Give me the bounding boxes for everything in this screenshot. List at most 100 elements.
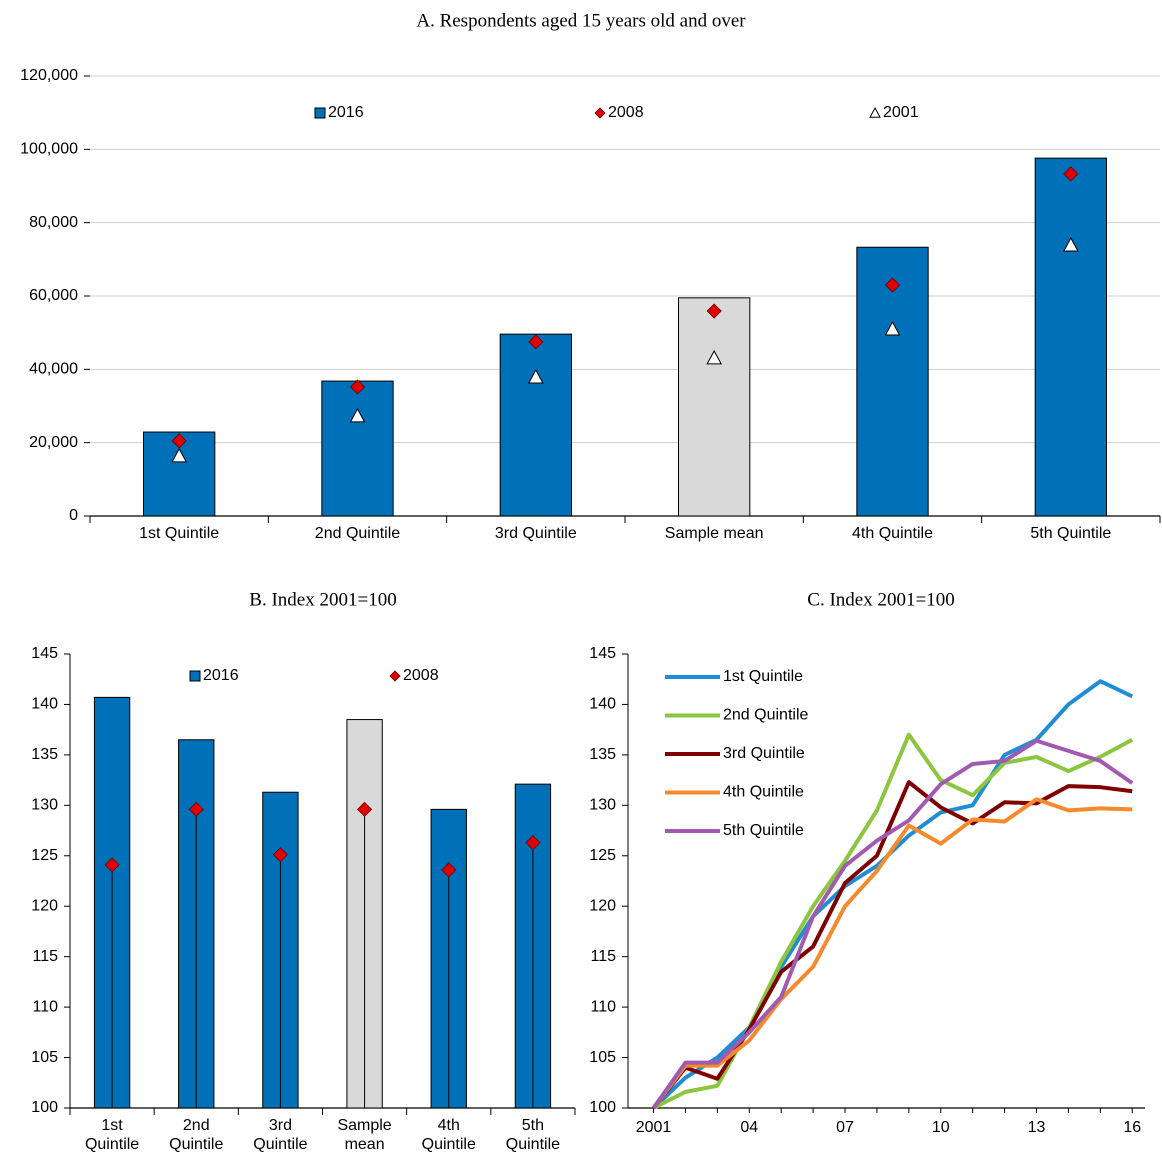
- legend-label: 2001: [883, 104, 919, 121]
- point-marker: [1063, 166, 1079, 182]
- x-tick-label: 5th Quintile: [1030, 525, 1111, 542]
- point-marker: [441, 862, 457, 878]
- label-line: Quintile: [169, 1136, 223, 1153]
- x-tick-label: 2nd Quintile: [315, 525, 400, 542]
- label-line: 5th: [522, 1117, 544, 1134]
- y-tick-label: 125: [31, 847, 58, 864]
- bar: [1034, 157, 1107, 517]
- point-marker: [349, 407, 366, 423]
- x-tick-label: 10: [932, 1119, 950, 1136]
- y-tick-label: 135: [589, 746, 616, 763]
- point-marker: [884, 277, 901, 293]
- y-tick-label: 60,000: [29, 287, 78, 304]
- legend-marker: [389, 670, 401, 682]
- legend-label: 2008: [608, 104, 644, 121]
- legend-label: 2nd Quintile: [723, 707, 808, 724]
- x-tick-label: 3rd Quintile: [253, 1117, 307, 1153]
- bar: [678, 297, 751, 517]
- legend-label: 2016: [328, 104, 364, 121]
- point-marker: [527, 368, 544, 384]
- y-tick-label: 115: [32, 948, 58, 965]
- label-line: 3rd: [269, 1117, 292, 1134]
- y-tick-label: 130: [31, 797, 58, 814]
- point-marker: [349, 379, 366, 395]
- legend-marker: [869, 106, 881, 118]
- label-line: Quintile: [85, 1136, 139, 1153]
- x-tick-label: Sample mean: [337, 1117, 391, 1153]
- line-series: [651, 797, 1133, 1110]
- point-marker: [1062, 236, 1079, 252]
- y-tick-label: 0: [69, 507, 78, 524]
- x-tick-label: 5th Quintile: [506, 1117, 560, 1153]
- line-series: [651, 738, 1134, 1110]
- x-tick-label: 4th Quintile: [852, 525, 933, 542]
- y-tick-label: 120: [31, 897, 58, 914]
- point-marker: [884, 320, 901, 336]
- legend-marker: [314, 107, 326, 119]
- label-line: 4th: [438, 1117, 460, 1134]
- y-tick-label: 120: [589, 897, 616, 914]
- chart-title: B. Index 2001=100: [249, 589, 396, 610]
- point-marker: [171, 447, 188, 463]
- chart-title: A. Respondents aged 15 years old and ove…: [416, 10, 746, 31]
- y-tick-label: 105: [589, 1049, 616, 1066]
- y-tick-label: 130: [589, 797, 616, 814]
- point-marker: [528, 334, 544, 350]
- point-marker: [188, 801, 204, 817]
- legend-marker: [189, 670, 201, 682]
- y-tick-label: 100: [31, 1099, 58, 1116]
- legend-label: 1st Quintile: [723, 668, 803, 685]
- label-line: Quintile: [506, 1136, 560, 1153]
- x-tick-label: 4th Quintile: [422, 1117, 476, 1153]
- x-tick-label: 3rd Quintile: [495, 525, 577, 542]
- x-tick-label: Sample mean: [665, 525, 764, 542]
- y-tick-label: 140: [31, 696, 58, 713]
- point-marker: [706, 303, 722, 319]
- point-marker: [104, 857, 120, 873]
- y-tick-label: 80,000: [29, 214, 78, 231]
- legend-label: 2008: [403, 667, 439, 684]
- y-tick-label: 145: [31, 645, 58, 662]
- legend-label: 3rd Quintile: [723, 745, 805, 762]
- x-tick-label: 16: [1123, 1119, 1141, 1136]
- label-line: Quintile: [422, 1136, 476, 1153]
- bar: [321, 380, 394, 517]
- y-tick-label: 105: [31, 1049, 58, 1066]
- legend-label: 4th Quintile: [723, 784, 804, 801]
- point-marker: [706, 349, 723, 365]
- label-line: 1st: [101, 1117, 123, 1134]
- point-marker: [357, 801, 373, 817]
- x-tick-label: 2nd Quintile: [169, 1117, 223, 1153]
- y-tick-label: 120,000: [20, 67, 78, 84]
- point-marker: [525, 835, 541, 851]
- legend-label: 2016: [203, 667, 239, 684]
- y-tick-label: 125: [589, 847, 616, 864]
- legend-marker: [594, 107, 606, 119]
- x-tick-label: 2001: [636, 1119, 672, 1136]
- y-tick-label: 100,000: [20, 141, 78, 158]
- y-tick-label: 135: [31, 746, 58, 763]
- label-line: mean: [345, 1136, 385, 1153]
- y-tick-label: 100: [589, 1099, 616, 1116]
- label-line: 2nd: [183, 1117, 210, 1134]
- y-tick-label: 140: [589, 696, 616, 713]
- x-tick-label: 13: [1028, 1119, 1046, 1136]
- y-tick-label: 40,000: [29, 361, 78, 378]
- y-tick-label: 110: [32, 998, 58, 1015]
- label-line: Sample: [337, 1117, 391, 1134]
- y-tick-label: 115: [590, 948, 616, 965]
- y-tick-label: 20,000: [29, 434, 78, 451]
- chart-title: C. Index 2001=100: [807, 589, 954, 610]
- y-tick-label: 145: [589, 645, 616, 662]
- x-tick-label: 1st Quintile: [139, 525, 219, 542]
- point-marker: [272, 847, 288, 863]
- legend-label: 5th Quintile: [723, 822, 804, 839]
- x-tick-label: 07: [836, 1119, 854, 1136]
- x-tick-label: 04: [740, 1119, 758, 1136]
- y-tick-label: 110: [590, 998, 616, 1015]
- bar: [499, 333, 572, 517]
- x-tick-label: 1st Quintile: [85, 1117, 139, 1153]
- label-line: Quintile: [253, 1136, 307, 1153]
